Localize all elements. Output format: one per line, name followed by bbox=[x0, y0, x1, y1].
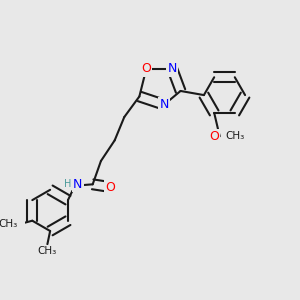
Text: CH₃: CH₃ bbox=[225, 131, 244, 141]
Text: CH₃: CH₃ bbox=[0, 219, 17, 229]
Text: N: N bbox=[159, 98, 169, 111]
Text: H: H bbox=[64, 179, 72, 189]
Text: N: N bbox=[73, 178, 82, 191]
Text: O: O bbox=[141, 62, 151, 76]
Text: CH₃: CH₃ bbox=[38, 246, 57, 256]
Text: N: N bbox=[168, 62, 177, 76]
Text: O: O bbox=[106, 181, 116, 194]
Text: O: O bbox=[209, 130, 219, 143]
